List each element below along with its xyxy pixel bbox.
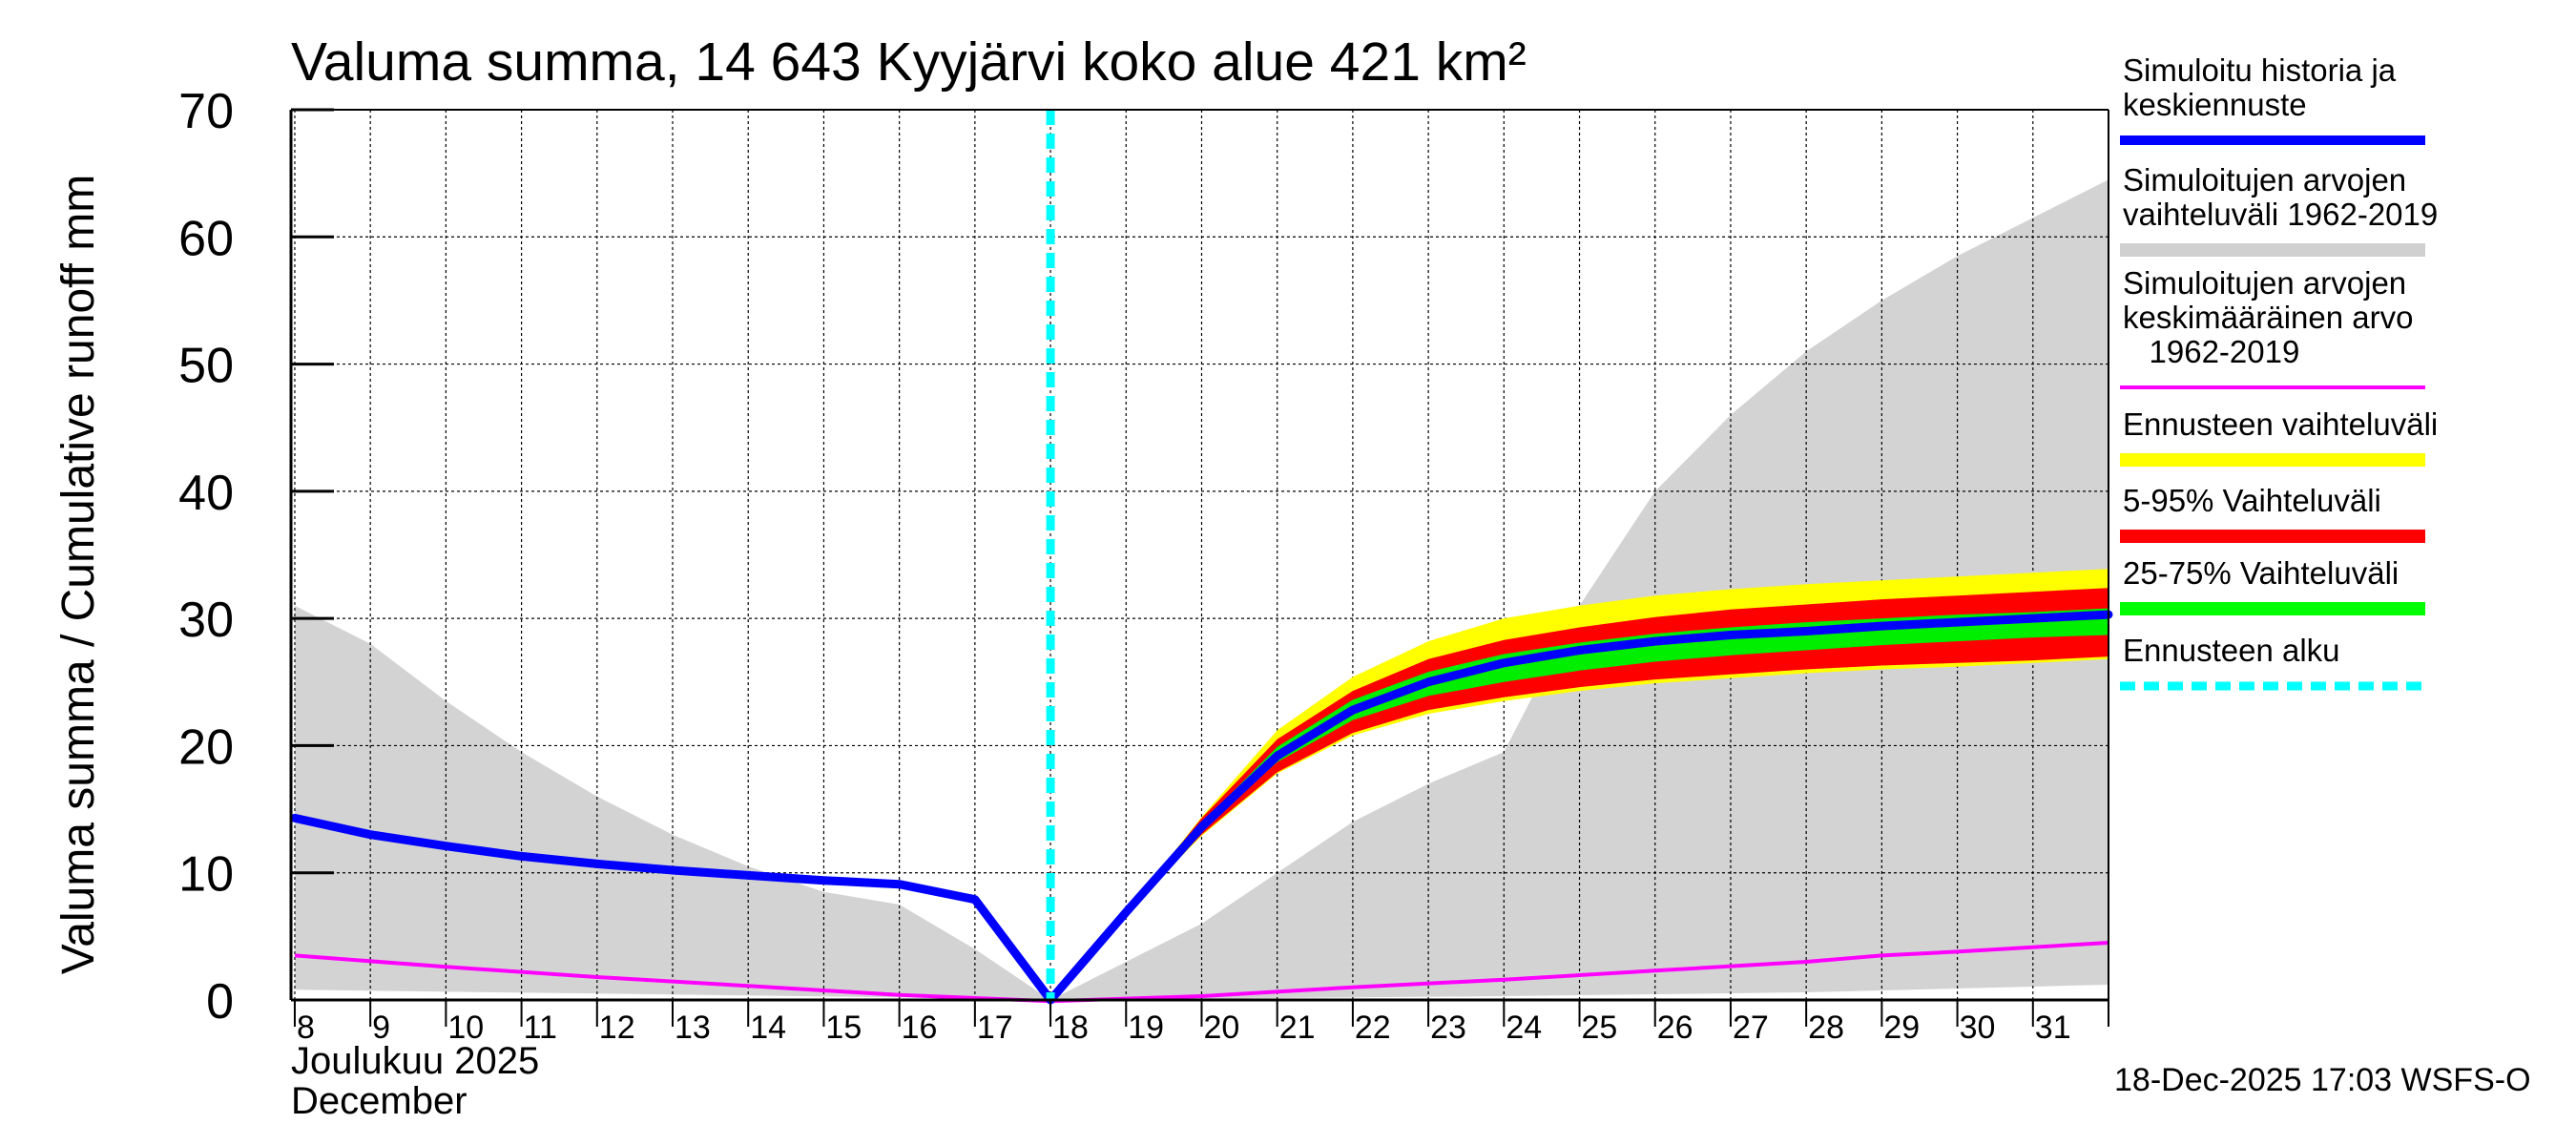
legend-label: Simuloitu historia ja xyxy=(2123,52,2397,88)
x-tick-label: 31 xyxy=(2035,1010,2071,1046)
y-tick-label: 50 xyxy=(178,339,234,394)
x-tick-label: 18 xyxy=(1052,1010,1089,1046)
historical-range-band xyxy=(295,179,2109,1001)
y-tick-label: 30 xyxy=(178,593,234,648)
legend: Simuloitu historia jakeskiennusteSimuloi… xyxy=(2120,52,2438,691)
legend-label: vaihteluväli 1962-2019 xyxy=(2123,197,2438,232)
y-tick-label: 10 xyxy=(178,847,234,903)
legend-label: 1962-2019 xyxy=(2123,334,2299,369)
x-tick-label: 29 xyxy=(1883,1010,1920,1046)
legend-label: 5-95% Vaihteluväli xyxy=(2123,483,2381,518)
x-tick-label: 13 xyxy=(675,1010,711,1046)
chart-title: Valuma summa, 14 643 Kyyjärvi koko alue … xyxy=(291,31,1527,93)
legend-entry: Ennusteen alku xyxy=(2120,633,2425,691)
x-tick-label: 26 xyxy=(1657,1010,1693,1046)
legend-entry: 5-95% Vaihteluväli xyxy=(2120,483,2425,543)
x-tick-label: 28 xyxy=(1808,1010,1844,1046)
x-tick-label: 24 xyxy=(1506,1010,1542,1046)
x-tick-label: 16 xyxy=(902,1010,938,1046)
x-tick-label: 19 xyxy=(1128,1010,1164,1046)
y-axis-label: Valuma summa / Cumulative runoff mm xyxy=(53,175,104,975)
legend-entry: 25-75% Vaihteluväli xyxy=(2120,555,2425,615)
y-tick-label: 0 xyxy=(206,974,234,1030)
x-axis-month-en: December xyxy=(291,1080,467,1122)
x-tick-label: 20 xyxy=(1203,1010,1239,1046)
y-tick-label: 70 xyxy=(178,84,234,139)
y-tick-label: 60 xyxy=(178,211,234,266)
legend-label: keskiennuste xyxy=(2123,87,2307,122)
x-axis-month-fi: Joulukuu 2025 xyxy=(291,1040,539,1082)
x-tick-label: 22 xyxy=(1355,1010,1391,1046)
x-tick-label: 25 xyxy=(1582,1010,1618,1046)
timestamp: 18-Dec-2025 17:03 WSFS-O xyxy=(2114,1062,2531,1098)
x-tick-label: 8 xyxy=(297,1010,315,1046)
legend-label: Simuloitujen arvojen xyxy=(2123,265,2406,301)
legend-label: Ennusteen vaihteluväli xyxy=(2123,406,2438,442)
x-tick-label: 17 xyxy=(977,1010,1013,1046)
axes: 0 10 20 30 40 50 60 70 8 9 10 11 12 13 14 15 16 17 18 19 20 2… xyxy=(178,84,2109,1046)
plot-area xyxy=(290,109,2113,1005)
x-tick-label: 10 xyxy=(447,1010,484,1046)
history-forecast-line xyxy=(290,610,2113,1005)
mean-line xyxy=(294,941,2109,1004)
x-tick-label: 9 xyxy=(372,1010,390,1046)
x-tick-label: 11 xyxy=(524,1010,557,1046)
x-tick-label: 14 xyxy=(750,1010,786,1046)
x-tick-label: 27 xyxy=(1733,1010,1769,1046)
legend-entry: Ennusteen vaihteluväli xyxy=(2120,406,2438,467)
x-tick-label: 23 xyxy=(1430,1010,1466,1046)
legend-label: Simuloitujen arvojen xyxy=(2123,162,2406,198)
x-tick-label: 15 xyxy=(825,1010,862,1046)
legend-label: Ennusteen alku xyxy=(2123,633,2340,668)
legend-label: 25-75% Vaihteluväli xyxy=(2123,555,2399,591)
legend-label: keskimääräinen arvo xyxy=(2123,300,2413,335)
x-tick-label: 21 xyxy=(1279,1010,1316,1046)
y-tick-label: 20 xyxy=(178,719,234,775)
x-tick-label: 12 xyxy=(599,1010,635,1046)
x-tick-label: 30 xyxy=(1960,1010,1996,1046)
y-tick-label: 40 xyxy=(178,466,234,521)
